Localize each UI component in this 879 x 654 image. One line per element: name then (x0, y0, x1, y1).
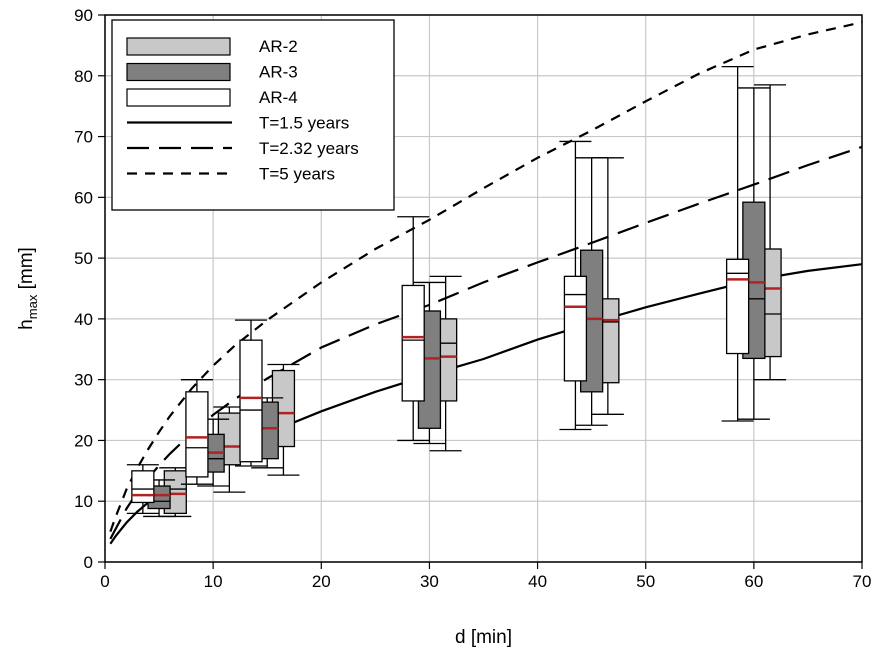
box-iqr (185, 391, 209, 478)
y-tick-label: 40 (74, 310, 93, 329)
x-tick-label: 20 (312, 572, 331, 591)
box-iqr (131, 470, 155, 504)
y-tick-label: 60 (74, 188, 93, 207)
legend-label: T=2.32 years (259, 139, 359, 158)
legend: AR-2 AR-3 AR-4 T=1.5 years T=2.32 years T=5 y… (111, 19, 395, 211)
box-plot (559, 140, 592, 431)
y-tick-label: 30 (74, 371, 93, 390)
box-iqr (401, 284, 425, 402)
legend-label: T=5 years (259, 165, 335, 184)
y-tick-label: 0 (84, 553, 93, 572)
box-plot (180, 379, 213, 485)
y-tick-label: 70 (74, 128, 93, 147)
box-iqr (725, 258, 750, 355)
y-axis-title: hmax [mm] (16, 247, 40, 330)
legend-label: AR-3 (259, 63, 298, 82)
legend-swatch (126, 37, 231, 56)
y-axis-title-subscript: max (25, 294, 40, 319)
box-plot (234, 319, 267, 467)
box-iqr (239, 339, 263, 463)
box-iqr (563, 275, 588, 382)
box-plot (126, 464, 159, 515)
legend-swatch (126, 88, 231, 107)
x-tick-label: 40 (528, 572, 547, 591)
y-tick-label: 90 (74, 6, 93, 25)
x-tick-label: 0 (100, 572, 109, 591)
x-axis-title: d [min] (455, 627, 512, 648)
x-tick-label: 70 (853, 572, 872, 591)
y-axis-title-unit: [mm] (16, 247, 37, 295)
box-plot (737, 87, 770, 420)
y-tick-label: 50 (74, 249, 93, 268)
axis-ticks: 0 10 20 30 40 50 60 70 0 10 20 30 40 50 60 70 80 90 (74, 6, 871, 591)
plot-frame (104, 14, 863, 563)
y-tick-label: 80 (74, 67, 93, 86)
y-axis-title-main: h (16, 319, 37, 330)
legend-label: AR-4 (259, 88, 298, 107)
box-plot (397, 216, 430, 442)
curve-line (109, 21, 863, 532)
y-tick-label: 10 (74, 492, 93, 511)
box-plot (721, 66, 754, 422)
curve-line (109, 145, 863, 540)
legend-label: AR-2 (259, 37, 298, 56)
legend-swatch (126, 62, 231, 82)
x-tick-label: 10 (204, 572, 223, 591)
legend-label: T=1.5 years (259, 114, 349, 133)
x-tick-label: 60 (744, 572, 763, 591)
x-tick-label: 30 (420, 572, 439, 591)
x-tick-label: 50 (636, 572, 655, 591)
y-tick-label: 20 (74, 431, 93, 450)
box-plots (126, 66, 787, 518)
